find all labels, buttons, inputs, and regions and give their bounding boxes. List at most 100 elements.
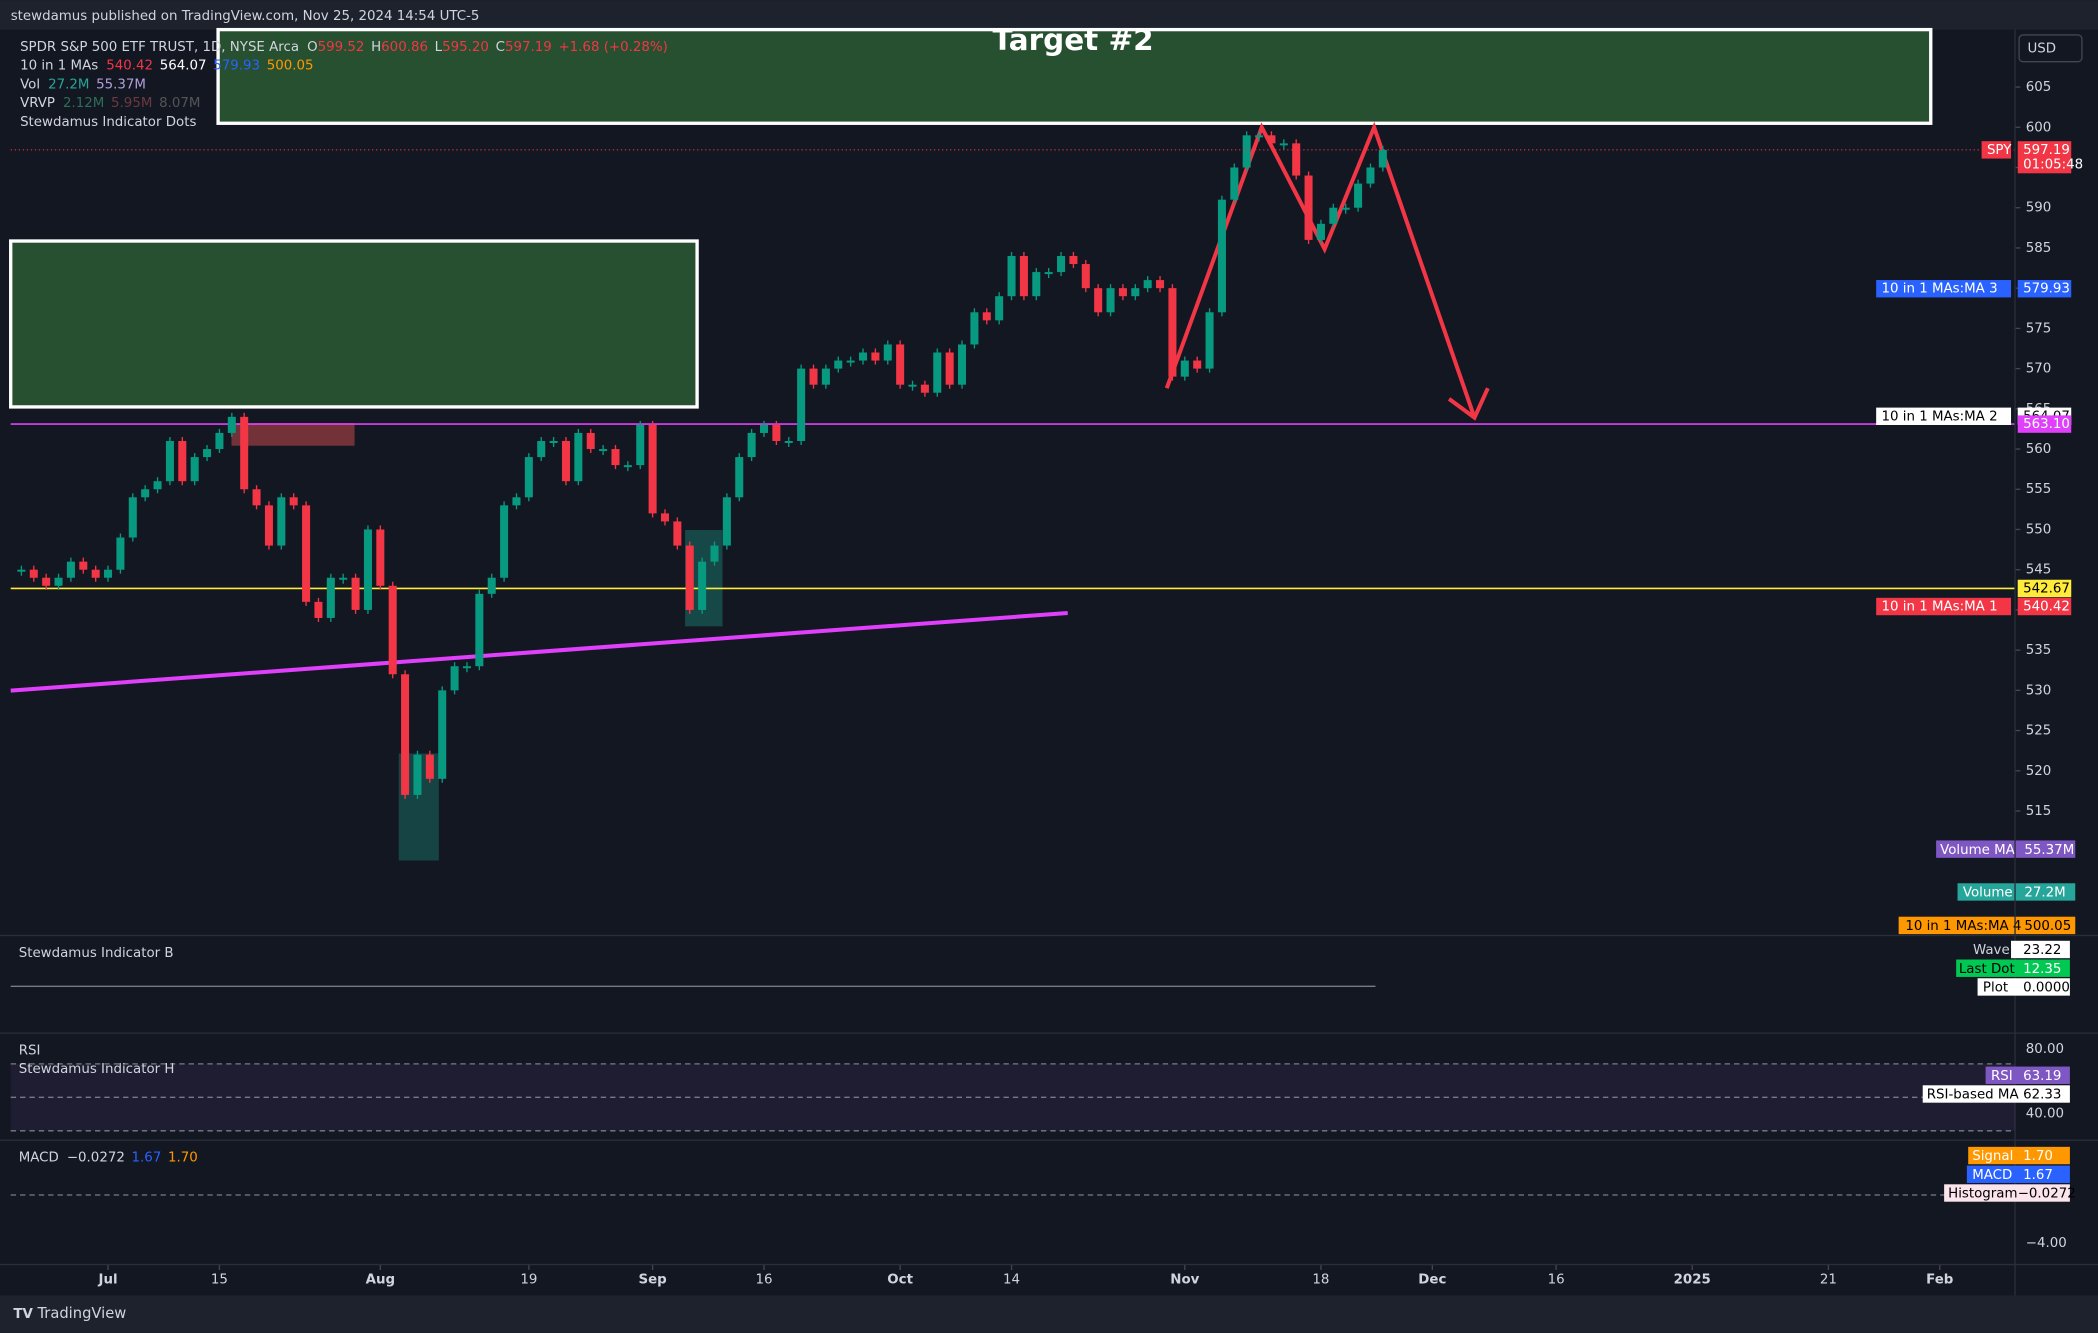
macd-title: MACD <box>19 1151 59 1166</box>
pane-title: MACD −0.0272 1.67 1.70 <box>19 1151 198 1166</box>
ohlc-key: H <box>371 40 381 55</box>
candle <box>660 513 670 522</box>
candle <box>203 449 212 458</box>
candle <box>475 593 484 667</box>
candle <box>982 312 991 321</box>
x-tick-label: 2025 <box>1674 1272 1711 1287</box>
row-value: 1.67 <box>2023 1168 2053 1183</box>
candle <box>79 561 88 570</box>
price-badge-value: 540.42 <box>2023 600 2070 615</box>
x-tick-label: 14 <box>1003 1272 1020 1287</box>
x-tick-label: Sep <box>638 1272 666 1287</box>
info-rows: Wave 23.22 Last Dot 12.35 Plot 0.0000 <box>1956 940 2070 996</box>
candle <box>450 666 459 691</box>
axis-label: 40.00 <box>2026 1106 2064 1121</box>
x-tick-label: 21 <box>1820 1272 1837 1287</box>
y-tick-label: 515 <box>2026 804 2052 819</box>
candle <box>1007 255 1016 297</box>
candle <box>1057 255 1066 273</box>
candle <box>314 601 323 618</box>
candle <box>1378 149 1387 168</box>
candle <box>759 424 769 433</box>
x-tick-label: 16 <box>755 1272 772 1287</box>
candle <box>1019 255 1028 297</box>
candle <box>128 497 137 538</box>
candle <box>611 449 620 466</box>
candle <box>537 440 546 458</box>
change: +1.68 (+0.28%) <box>558 40 667 55</box>
candle <box>623 465 632 468</box>
badge-value: 500.05 <box>2024 919 2071 934</box>
row-value: 62.33 <box>2023 1088 2061 1103</box>
candle <box>673 521 682 546</box>
row-label: Signal <box>1972 1149 2013 1164</box>
candle <box>710 545 719 562</box>
header-bar <box>0 0 2098 30</box>
candle <box>1292 143 1301 176</box>
legend-line: VRVP 2.12M 5.95M 8.07M <box>20 96 200 111</box>
candle <box>302 505 311 602</box>
macd-value: −0.0272 <box>67 1151 125 1166</box>
x-tick-label: 15 <box>211 1272 228 1287</box>
badge-label: 10 in 1 MAs:MA 4 <box>1905 919 2021 934</box>
y-tick-label: 555 <box>2026 482 2052 497</box>
badge-label-box <box>1981 141 2012 159</box>
legend-line: Vol 27.2M 55.37M <box>20 77 146 92</box>
row-value: 12.35 <box>2023 962 2061 977</box>
candle <box>524 457 533 498</box>
price-badge-value: 563.10 <box>2023 417 2070 432</box>
candle <box>1354 183 1363 208</box>
ma-title: 10 in 1 MAs <box>20 59 98 74</box>
x-tick-label: Nov <box>1170 1272 1199 1287</box>
vrvp-value: 8.07M <box>159 96 200 111</box>
ohlc-value: 597.19 <box>505 40 552 55</box>
row-label: Plot <box>1983 981 2008 996</box>
ohlc-key: C <box>496 40 505 55</box>
candle <box>289 497 298 506</box>
price-badge-sub: 01:05:48 <box>2023 158 2083 173</box>
candle <box>326 577 335 618</box>
row-label: Wave <box>1973 943 2010 958</box>
badge-label: 10 in 1 MAs:MA 2 <box>1882 409 1998 424</box>
candle <box>141 489 150 498</box>
candle <box>1316 223 1325 240</box>
candle <box>66 561 75 578</box>
logo-mark: TV <box>13 1307 33 1322</box>
x-tick-label: Jul <box>97 1272 117 1287</box>
candle <box>339 577 348 580</box>
footer-bar <box>0 1295 2098 1333</box>
badge <box>2011 940 2070 959</box>
candle <box>1329 207 1338 224</box>
candle <box>487 577 496 594</box>
price-badge <box>2017 141 2072 174</box>
candle <box>438 690 447 779</box>
pane-title: RSI <box>19 1044 41 1059</box>
candle <box>42 577 51 586</box>
price-badge <box>2017 597 2072 616</box>
candle <box>1069 255 1078 265</box>
x-tick-label: Feb <box>1926 1272 1953 1287</box>
badge <box>1968 1146 2070 1165</box>
badge-label-box <box>1876 280 2012 298</box>
candle <box>958 344 967 385</box>
vol-title: Vol <box>20 77 40 92</box>
candle <box>1081 264 1090 289</box>
badge-label-box <box>1876 597 2012 616</box>
price-badge <box>2017 579 2072 598</box>
candle <box>153 481 162 490</box>
arrow-head <box>1447 387 1490 421</box>
ohlc-key: L <box>435 40 443 55</box>
currency[interactable]: USD <box>2028 41 2057 56</box>
row-value: 1.70 <box>2023 1149 2053 1164</box>
badge <box>1966 1165 2070 1183</box>
candle <box>871 352 880 361</box>
candle <box>920 384 929 393</box>
candle <box>1106 288 1115 313</box>
ma-value: 500.05 <box>267 59 314 74</box>
badge-label: SPY <box>1987 143 2012 158</box>
currency-button[interactable] <box>2018 34 2083 63</box>
candle <box>29 569 38 578</box>
candle <box>586 432 595 450</box>
badge <box>1922 1085 2070 1103</box>
ohlc-key: O <box>307 40 318 55</box>
